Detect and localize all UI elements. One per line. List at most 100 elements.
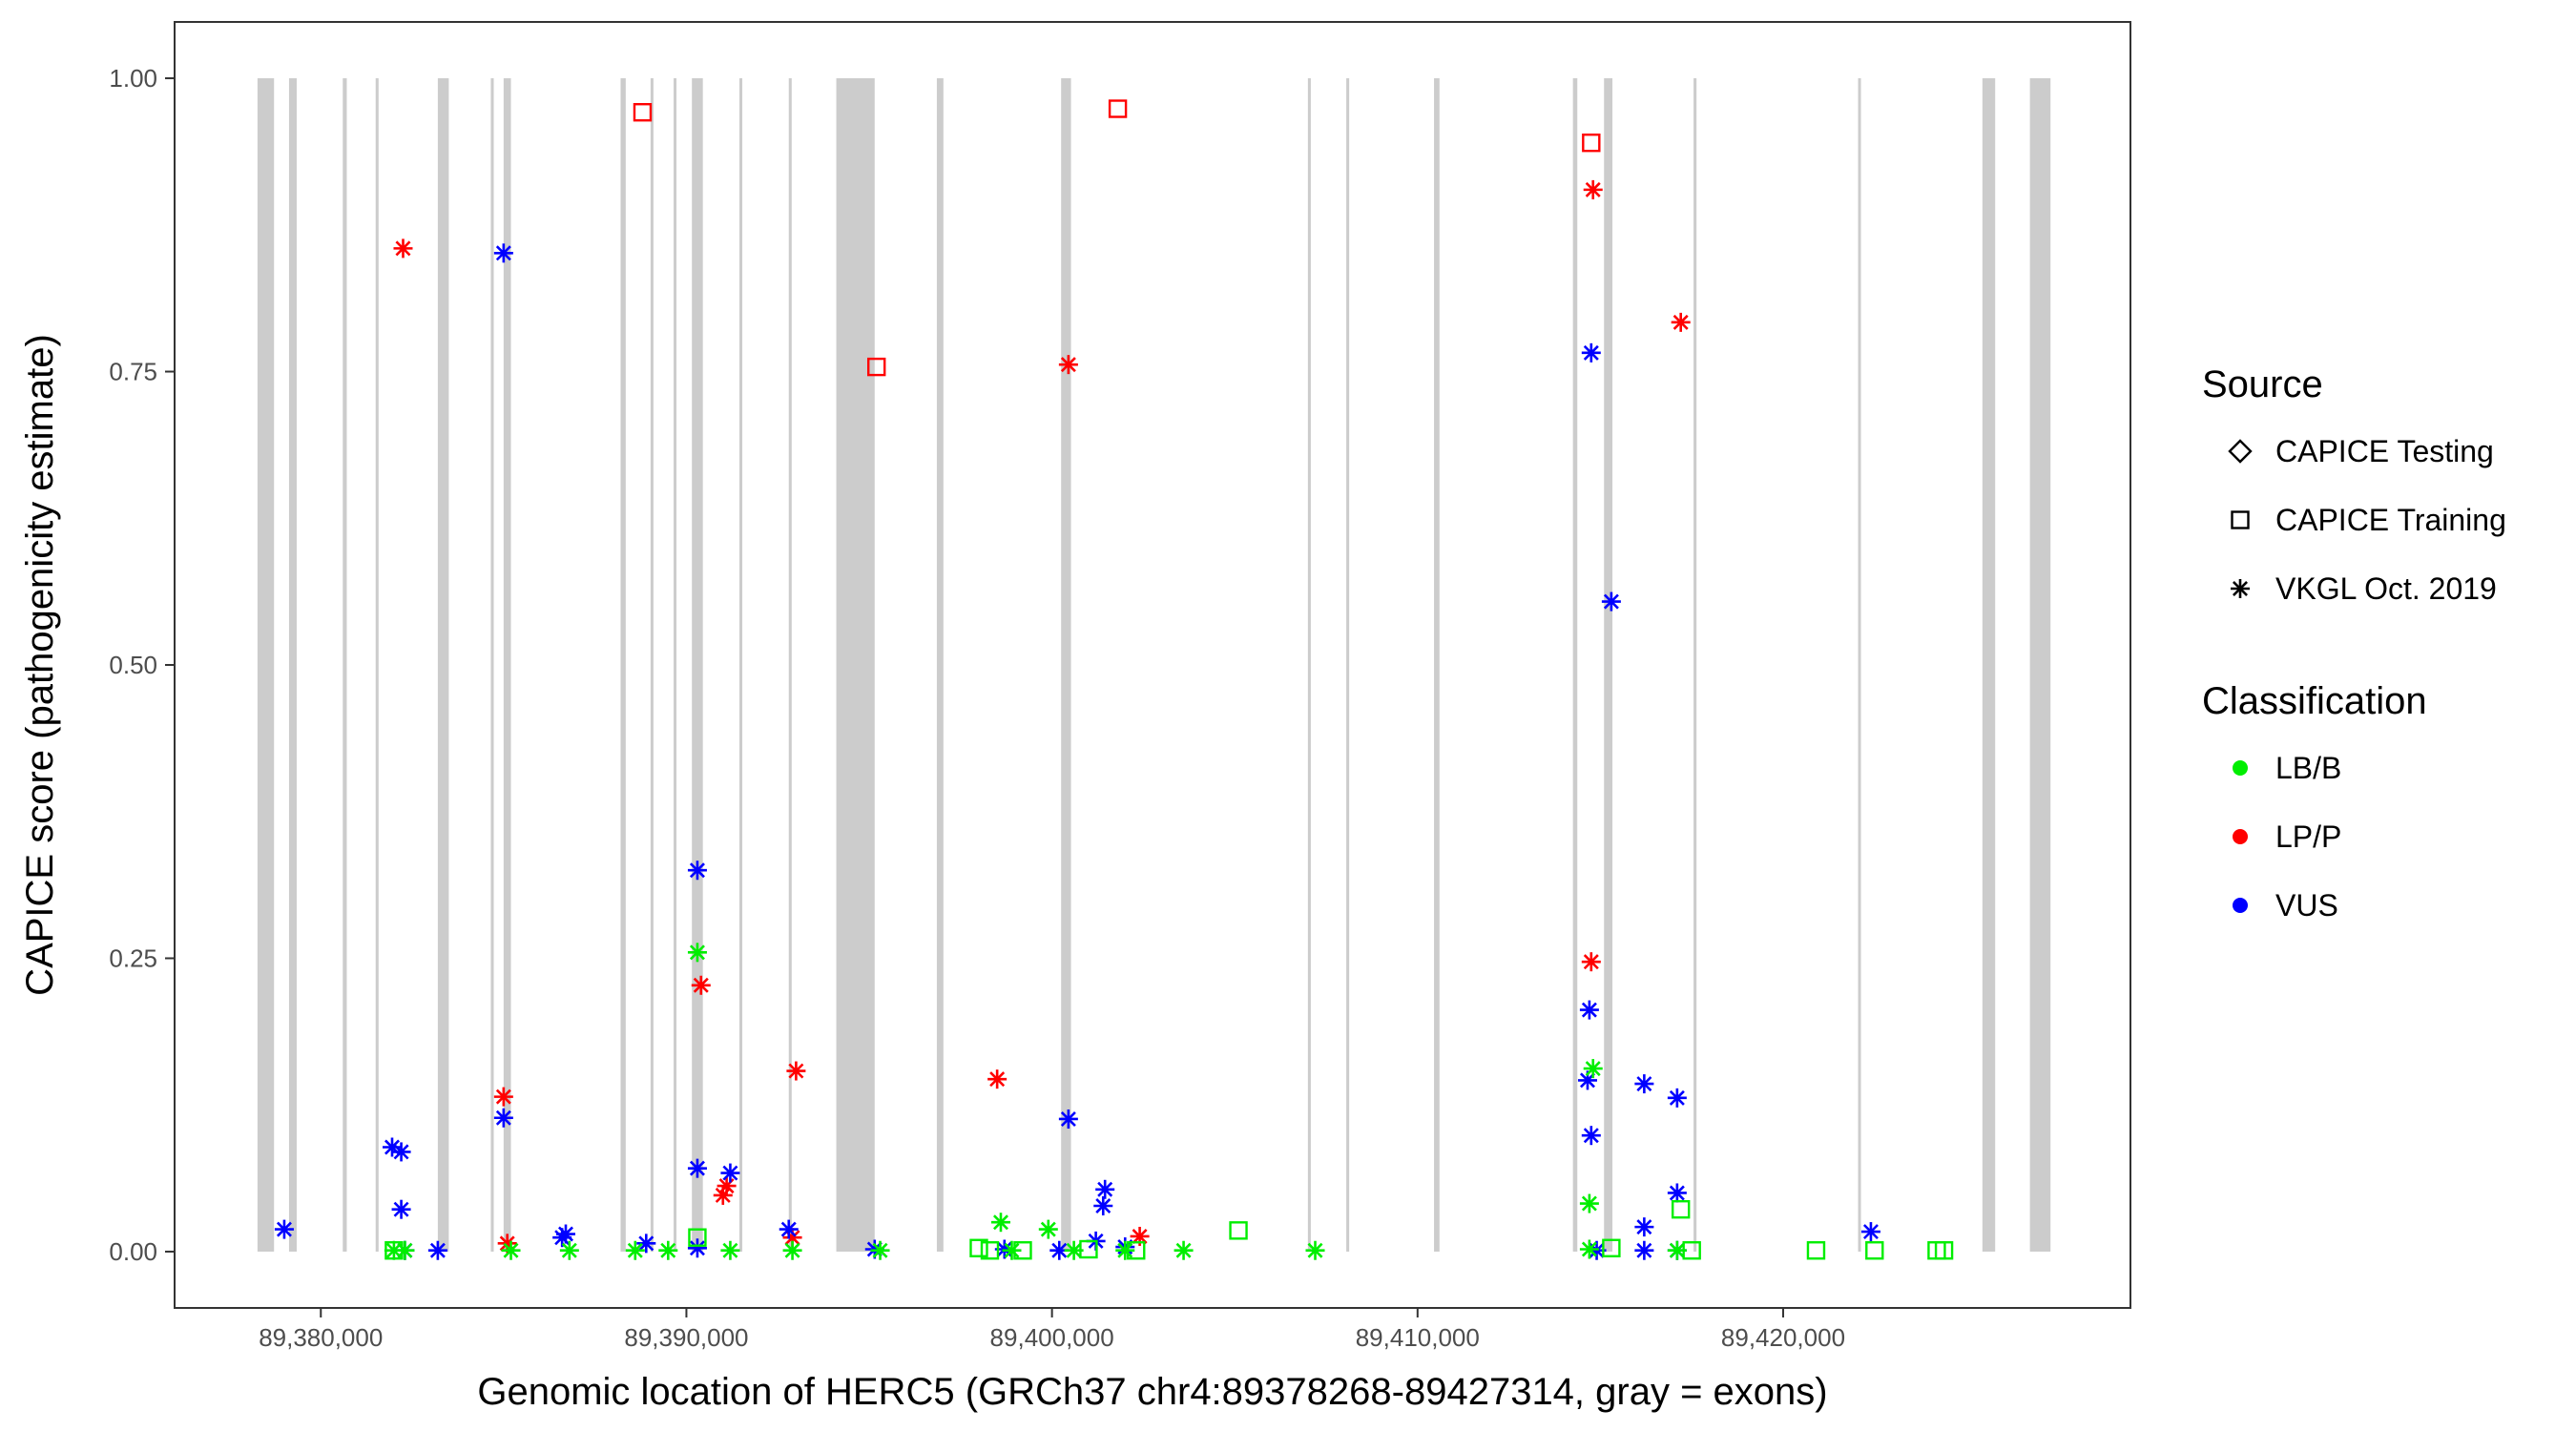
exon-bar — [1434, 78, 1440, 1252]
data-point — [393, 238, 413, 259]
x-tick-label: 89,420,000 — [1721, 1323, 1845, 1352]
data-point — [1667, 1183, 1687, 1203]
data-point — [559, 1240, 579, 1260]
data-point — [1579, 1239, 1599, 1259]
exon-bar — [1693, 78, 1697, 1252]
data-point — [274, 1219, 294, 1239]
data-point — [1667, 1088, 1687, 1108]
exon-bar — [674, 78, 677, 1252]
legend-title: Source — [2202, 363, 2323, 405]
data-point — [1934, 1241, 1954, 1260]
y-tick-label: 0.50 — [109, 651, 157, 679]
data-point — [625, 1240, 645, 1260]
data-point — [658, 1240, 678, 1260]
legend-label: CAPICE Testing — [2275, 434, 2494, 468]
data-point — [1049, 1240, 1070, 1260]
x-tick-label: 89,410,000 — [1356, 1323, 1480, 1352]
data-point — [1865, 1241, 1884, 1260]
data-point — [395, 1240, 415, 1260]
data-point — [552, 1228, 572, 1248]
data-point — [786, 1061, 806, 1081]
data-point — [1108, 99, 1128, 118]
data-point — [990, 1213, 1010, 1233]
data-point — [501, 1240, 521, 1260]
exon-bar — [1858, 78, 1861, 1252]
x-tick-label: 89,400,000 — [990, 1323, 1114, 1352]
exon-bar — [503, 78, 511, 1252]
x-tick-label: 89,380,000 — [259, 1323, 383, 1352]
data-point — [427, 1240, 447, 1260]
data-point — [1174, 1240, 1194, 1260]
data-point — [1013, 1241, 1032, 1260]
y-tick-label: 0.00 — [109, 1237, 157, 1266]
exon-bar — [437, 78, 449, 1252]
data-point — [391, 1199, 411, 1219]
data-point — [717, 1176, 737, 1196]
data-point — [1095, 1179, 1115, 1199]
data-point — [1002, 1240, 1022, 1260]
data-point — [1579, 1000, 1599, 1020]
legend-key — [2231, 579, 2250, 598]
exon-bar — [650, 78, 654, 1252]
data-point — [1671, 312, 1691, 332]
data-point — [1058, 1109, 1078, 1129]
exon-bar — [375, 78, 379, 1252]
data-point — [687, 1238, 707, 1258]
data-point — [493, 1108, 513, 1128]
exon-bar — [788, 78, 792, 1252]
data-point — [720, 1240, 740, 1260]
legend-key — [2231, 510, 2250, 529]
data-point — [1038, 1219, 1058, 1239]
exon-bar — [1346, 78, 1350, 1252]
exon-bar — [288, 78, 297, 1252]
y-tick-label: 0.25 — [109, 944, 157, 972]
data-point — [1634, 1240, 1654, 1260]
data-point — [1634, 1074, 1654, 1094]
legend-label: VUS — [2275, 888, 2338, 923]
data-point — [1229, 1221, 1248, 1240]
data-point — [779, 1219, 799, 1239]
legend-key — [2233, 760, 2248, 776]
exon-bar — [692, 78, 703, 1252]
data-point — [687, 861, 707, 881]
x-axis-title: Genomic location of HERC5 (GRCh37 chr4:8… — [477, 1371, 1827, 1413]
legend: Source CAPICE Testing CAPICE Training VKGL … — [2202, 363, 2506, 923]
legend-label: LB/B — [2275, 751, 2341, 785]
exon-bar — [1307, 78, 1311, 1252]
data-point — [1581, 342, 1601, 363]
data-point — [687, 1158, 707, 1178]
legend-key — [2233, 829, 2248, 844]
data-point — [1058, 355, 1078, 375]
exon-bar — [343, 78, 347, 1252]
point-layer — [274, 99, 1954, 1260]
legend-key — [2228, 439, 2253, 464]
data-point — [1581, 1126, 1601, 1146]
exon-layer — [257, 78, 2051, 1252]
data-point — [1667, 1240, 1687, 1260]
data-point — [870, 1240, 890, 1260]
axis-layer: 0.00 0.25 0.50 0.75 1.00 89,380,000 89,390,000… — [109, 64, 1845, 1352]
data-point — [969, 1238, 988, 1257]
exon-bar — [836, 78, 875, 1252]
y-axis-title: CAPICE score (pathogenicity estimate) — [19, 334, 61, 996]
data-point — [633, 103, 653, 122]
legend-key — [2233, 898, 2248, 913]
data-point — [493, 1087, 513, 1107]
data-point — [636, 1234, 656, 1254]
exon-bar — [936, 78, 944, 1252]
exon-bar — [620, 78, 626, 1252]
legend-label: CAPICE Training — [2275, 503, 2506, 537]
data-point — [691, 975, 711, 995]
data-point — [493, 243, 513, 263]
data-point — [1093, 1195, 1113, 1215]
data-point — [1860, 1222, 1880, 1242]
exon-bar — [2029, 78, 2051, 1252]
y-tick-label: 0.75 — [109, 358, 157, 386]
data-point — [1602, 1238, 1621, 1257]
data-point — [1079, 1239, 1098, 1259]
x-tick-label: 89,390,000 — [624, 1323, 748, 1352]
data-point — [688, 1228, 707, 1247]
exon-bar — [1061, 78, 1071, 1252]
data-point — [980, 1241, 1000, 1260]
exon-bar — [739, 78, 743, 1252]
